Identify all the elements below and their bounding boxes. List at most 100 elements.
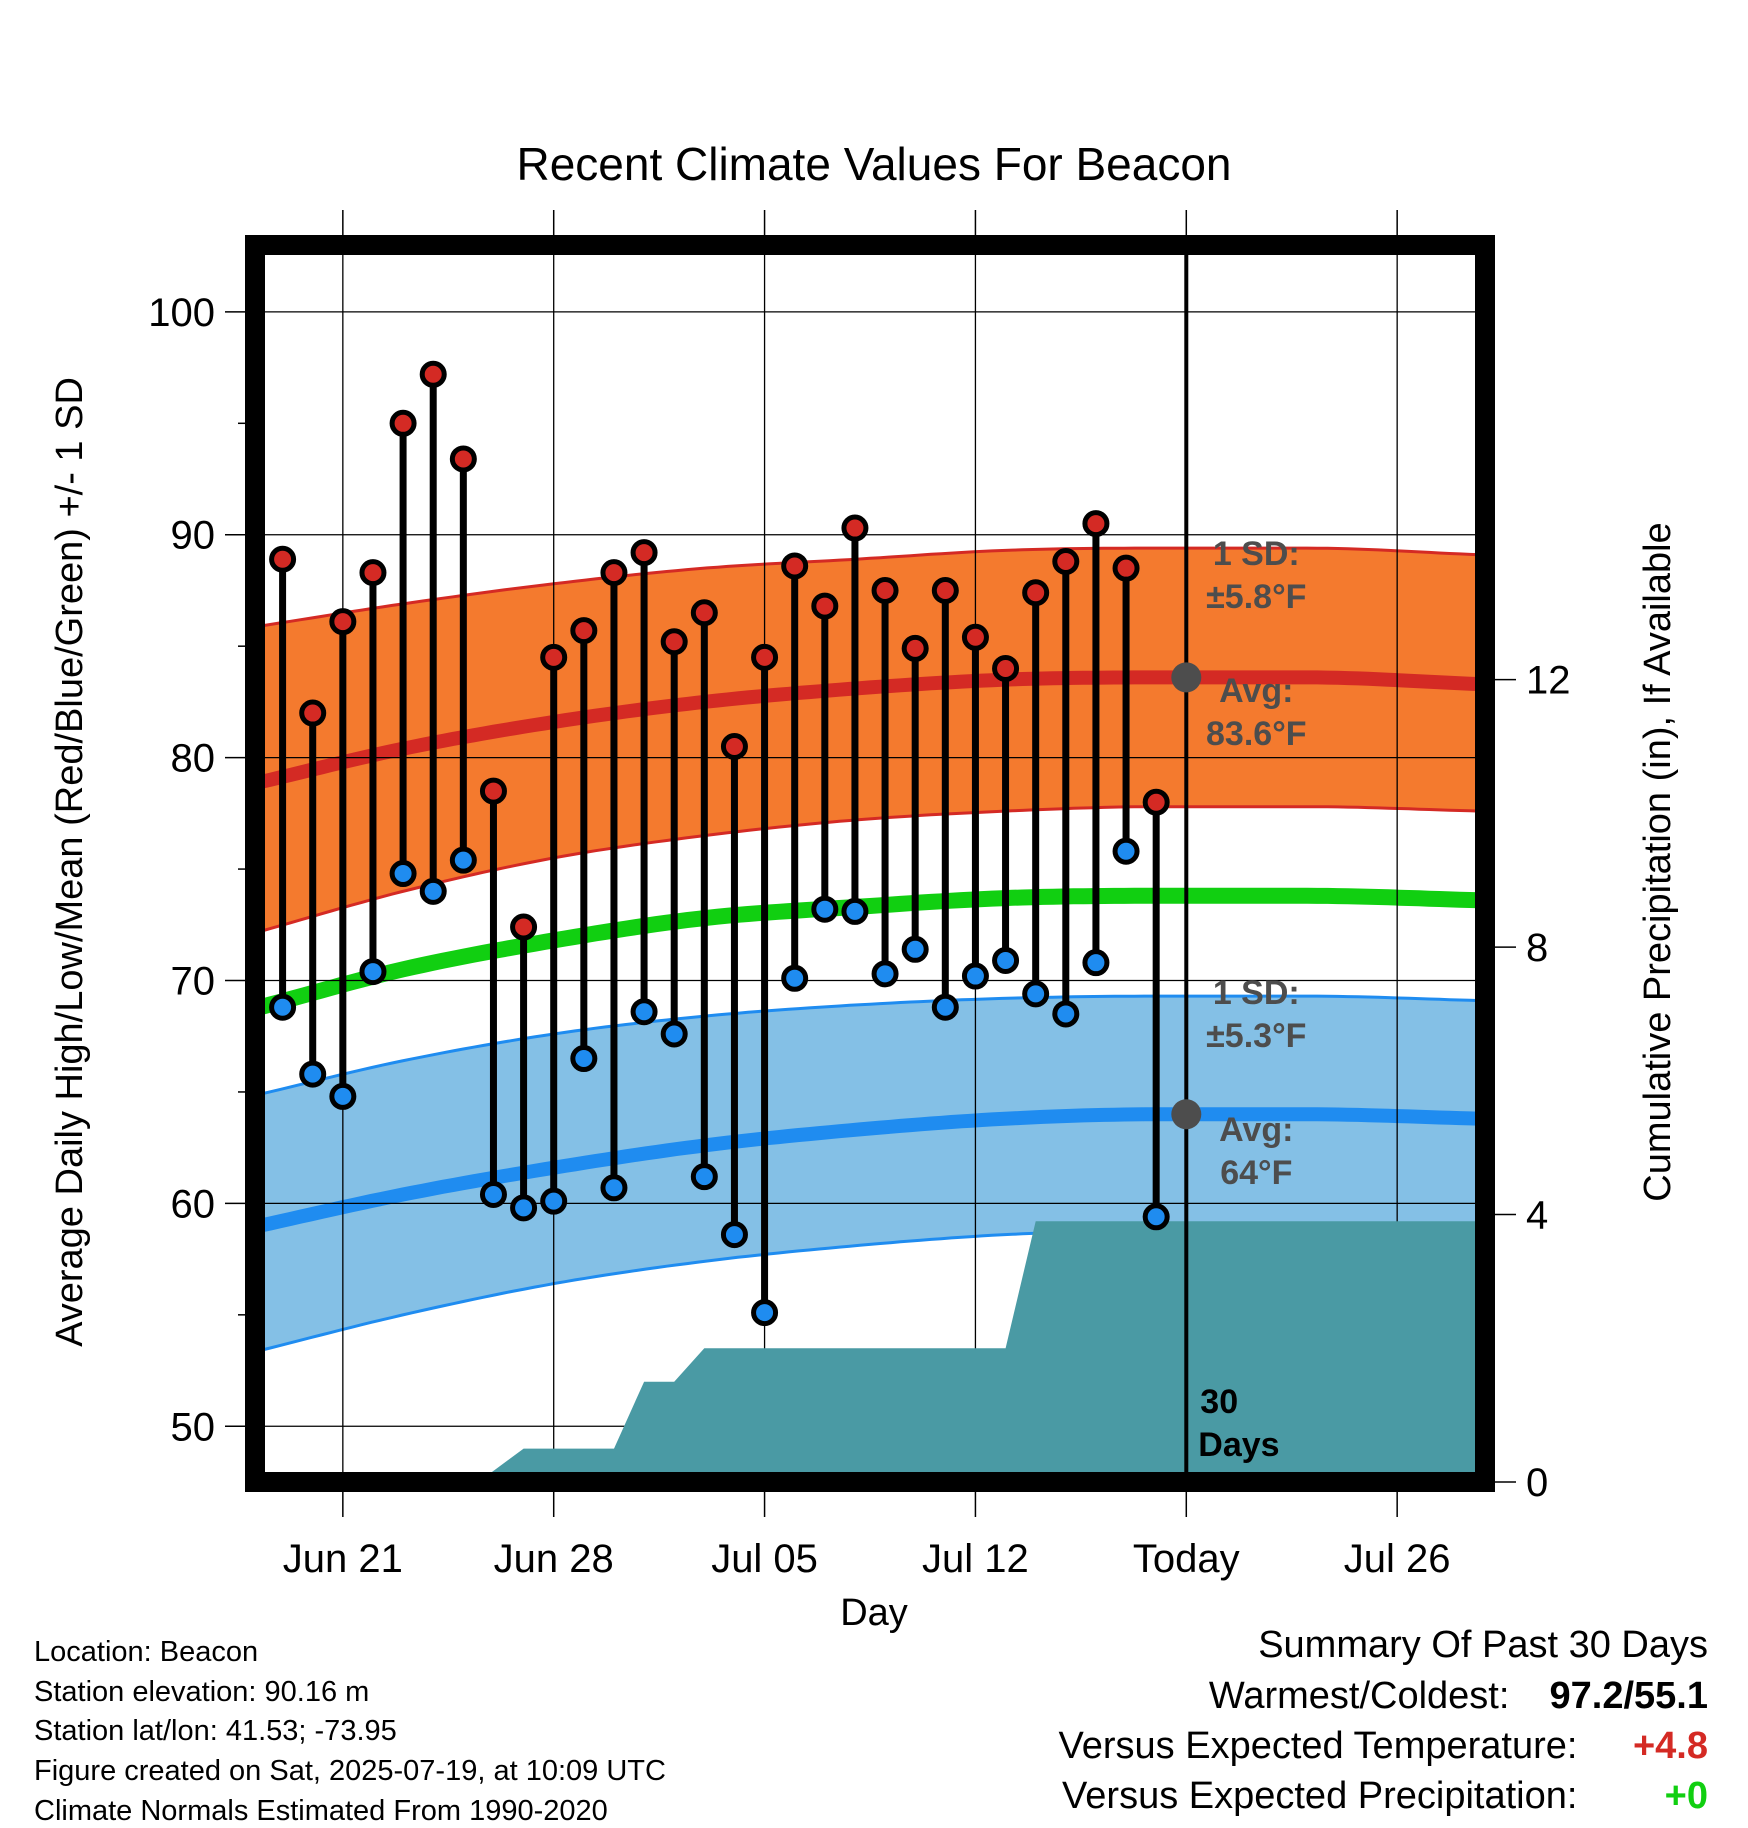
normals-text: Climate Normals Estimated From 1990-2020 <box>34 1795 608 1827</box>
summary-title: Summary Of Past 30 Days <box>1258 1624 1708 1666</box>
high-point <box>479 777 507 805</box>
high-point <box>690 599 718 627</box>
y-tick-label: 50 <box>171 1405 216 1449</box>
high-point <box>510 913 538 941</box>
precip-label: Versus Expected Precipitation: <box>1062 1775 1578 1817</box>
low-point <box>751 1299 779 1327</box>
high-point <box>600 559 628 587</box>
low-normal-line <box>258 1107 1481 1233</box>
high-point <box>720 732 748 760</box>
location-text: Location: Beacon <box>34 1636 259 1668</box>
y-tick-label: 90 <box>171 514 216 558</box>
low-point <box>1022 980 1050 1008</box>
y2-tick-label: 0 <box>1526 1461 1548 1505</box>
high-avg-value: 83.6°F <box>1206 715 1307 753</box>
summary-temp: Versus Expected Temperature: +4.8 <box>1059 1725 1708 1768</box>
low-point <box>961 962 989 990</box>
high-point <box>269 545 297 573</box>
low-point <box>630 998 658 1026</box>
high-point <box>751 643 779 671</box>
low-point <box>479 1180 507 1208</box>
x-tick-label: Today <box>1133 1537 1240 1581</box>
high-point <box>992 654 1020 682</box>
summary-precip: Versus Expected Precipitation: +0 <box>1062 1775 1708 1818</box>
high-point <box>1112 554 1140 582</box>
high-point <box>781 552 809 580</box>
chart-title: Recent Climate Values For Beacon <box>516 138 1231 190</box>
x-tick-label: Jul 12 <box>922 1537 1029 1581</box>
x-tick-label: Jun 28 <box>494 1537 614 1581</box>
high-point <box>1142 788 1170 816</box>
low-point <box>1142 1203 1170 1231</box>
plot-border <box>245 235 1495 1492</box>
high-point <box>359 559 387 587</box>
y2-tick-label: 8 <box>1526 926 1548 970</box>
low-avg-value: 64°F <box>1220 1154 1292 1192</box>
low-sd-band-upper-edge <box>259 994 1481 1096</box>
latlon-text: Station lat/lon: 41.53; -73.95 <box>34 1715 397 1747</box>
daily-points <box>269 360 1170 1327</box>
warm-cold-value: 97.2/55.1 <box>1549 1675 1708 1717</box>
high-point <box>1082 510 1110 538</box>
high-point <box>811 592 839 620</box>
high-point <box>961 623 989 651</box>
mean-normal-line <box>257 887 1481 1016</box>
high-point <box>329 608 357 636</box>
normal-bands <box>257 546 1481 1352</box>
temp-value: +4.8 <box>1632 1725 1708 1767</box>
precip-value: +0 <box>1664 1775 1708 1817</box>
low-point <box>720 1221 748 1249</box>
high-avg-marker <box>1171 662 1202 693</box>
high-point <box>449 445 477 473</box>
high-sd-label: 1 SD: <box>1213 535 1300 573</box>
high-point <box>299 699 327 727</box>
high-point <box>570 617 598 645</box>
x-axis-label: Day <box>840 1592 908 1634</box>
high-point <box>540 643 568 671</box>
y2-axis-label: Cumulative Precipitation (in), If Availa… <box>1637 522 1679 1201</box>
annotations: 1 SD: ±5.8°F Avg: 83.6°F 1 SD: ±5.3°F Avg: 64°F… <box>1171 535 1307 1464</box>
y-tick-label: 80 <box>171 737 216 781</box>
x-tick-label: Jul 05 <box>711 1537 818 1581</box>
high-point <box>841 514 869 542</box>
low-point <box>449 846 477 874</box>
low-point <box>1112 837 1140 865</box>
low-sd-label: 1 SD: <box>1213 974 1300 1012</box>
low-point <box>570 1045 598 1073</box>
low-point <box>931 993 959 1021</box>
low-point <box>781 964 809 992</box>
low-point <box>299 1060 327 1088</box>
low-point <box>871 960 899 988</box>
high-point <box>931 576 959 604</box>
low-point <box>269 993 297 1021</box>
x-tick-label: Jun 21 <box>283 1537 403 1581</box>
axes: 50 60 70 80 90 100 0 4 8 12 Jun 21 Jun 28 Jul 05 Jul … <box>148 210 1571 1581</box>
low-point <box>600 1174 628 1202</box>
low-point <box>1082 949 1110 977</box>
precipitation-area <box>260 1221 1480 1482</box>
high-point <box>1022 579 1050 607</box>
high-sd-band-lower-edge <box>259 805 1481 933</box>
days-word-label: Days <box>1198 1426 1279 1464</box>
temp-label: Versus Expected Temperature: <box>1058 1725 1578 1767</box>
low-point <box>540 1187 568 1215</box>
low-point <box>660 1020 688 1048</box>
low-point <box>811 895 839 923</box>
low-sd-band <box>260 996 1480 1351</box>
high-point <box>901 634 929 662</box>
high-point <box>1052 547 1080 575</box>
high-point <box>419 360 447 388</box>
elevation-text: Station elevation: 90.16 m <box>34 1676 370 1708</box>
days-count-label: 30 <box>1200 1383 1238 1421</box>
plot-frame <box>245 235 1495 1492</box>
low-avg-label: Avg: <box>1219 1111 1293 1149</box>
y2-tick-label: 4 <box>1526 1194 1548 1238</box>
warm-cold-label: Warmest/Coldest: <box>1208 1675 1510 1717</box>
low-sd-value: ±5.3°F <box>1206 1017 1306 1055</box>
low-point <box>901 935 929 963</box>
high-point <box>660 628 688 656</box>
y-tick-label: 60 <box>171 1182 216 1226</box>
y-axis-label: Average Daily High/Low/Mean (Red/Blue/Gr… <box>49 377 91 1347</box>
high-point <box>871 576 899 604</box>
